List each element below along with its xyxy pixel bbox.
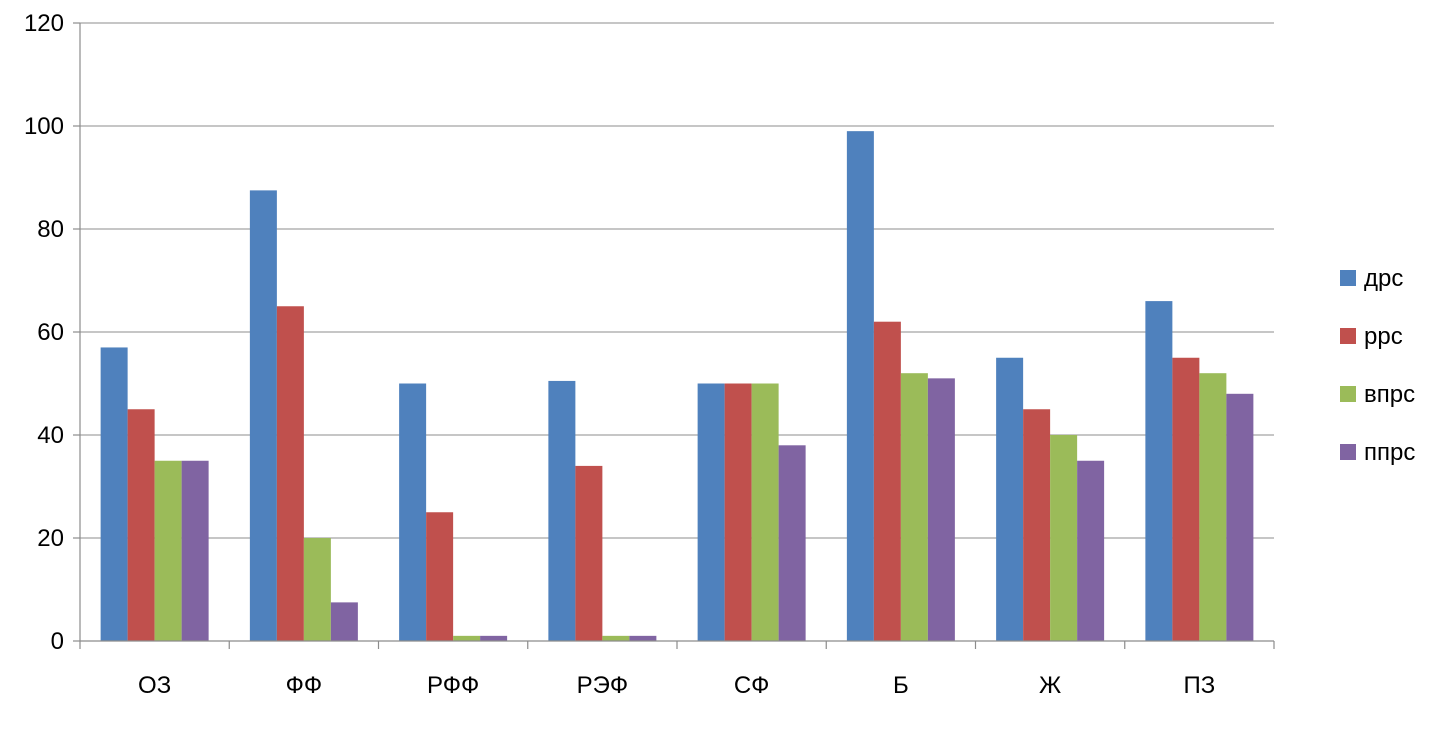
bar-впрс-Ж xyxy=(1050,435,1078,641)
legend-label: впрс xyxy=(1364,381,1415,408)
bar-ррс-РЭФ xyxy=(575,465,603,641)
legend-label: ппрс xyxy=(1364,439,1415,466)
y-tick-label: 60 xyxy=(37,319,64,346)
y-tick-label: 0 xyxy=(51,628,64,655)
x-tick-label: РФФ xyxy=(427,672,479,699)
bar-ррс-РФФ xyxy=(426,512,454,641)
x-tick-label: РЭФ xyxy=(577,672,629,699)
y-tick-label: 80 xyxy=(37,216,64,243)
bar-впрс-Б xyxy=(900,373,928,641)
bar-дрс-ПЗ xyxy=(1145,301,1173,641)
bar-дрс-ФФ xyxy=(249,190,277,641)
bar-дрс-ОЗ xyxy=(100,347,128,641)
bar-ррс-ПЗ xyxy=(1172,357,1200,641)
bar-ппрс-СФ xyxy=(778,445,806,641)
bar-дрс-РЭФ xyxy=(548,380,576,641)
bar-ррс-Ж xyxy=(1023,409,1051,641)
legend-label: дрс xyxy=(1364,265,1403,292)
bar-впрс-ФФ xyxy=(303,538,331,641)
x-tick-label: ОЗ xyxy=(138,672,171,699)
legend-swatch-дрс xyxy=(1340,270,1356,286)
legend-swatch-ррс xyxy=(1340,328,1356,344)
x-tick-label: Б xyxy=(893,672,909,699)
legend-swatch-ппрс xyxy=(1340,444,1356,460)
bar-ппрс-ПЗ xyxy=(1226,393,1254,641)
bar-ппрс-Б xyxy=(927,378,955,641)
bar-впрс-РЭФ xyxy=(602,635,630,641)
bar-ррс-ОЗ xyxy=(127,409,155,641)
y-tick-label: 120 xyxy=(24,10,64,37)
bar-ппрс-РФФ xyxy=(480,635,508,641)
x-tick-label: СФ xyxy=(734,672,770,699)
x-tick-label: ПЗ xyxy=(1184,672,1216,699)
y-tick-label: 40 xyxy=(37,422,64,449)
axes: 0 20 40 60 80 100 120 ОЗ ФФ РФФ РЭФ СФ Б Ж ПЗ xyxy=(24,10,1275,699)
bar-дрс-СФ xyxy=(697,383,725,641)
bar-дрс-Ж xyxy=(996,357,1024,641)
bar-ррс-Б xyxy=(873,321,901,641)
legend-swatch-впрс xyxy=(1340,386,1356,402)
bar-впрс-ОЗ xyxy=(154,460,182,641)
bar-впрс-РФФ xyxy=(453,635,481,641)
x-tick-label: Ж xyxy=(1039,672,1061,699)
bar-ппрс-ФФ xyxy=(330,602,358,641)
bar-ррс-СФ xyxy=(724,383,752,641)
y-tick-label: 100 xyxy=(24,113,64,140)
bar-ппрс-РЭФ xyxy=(629,635,657,641)
y-tick-label: 20 xyxy=(37,525,64,552)
bar-дрс-Б xyxy=(846,131,874,641)
bar-дрс-РФФ xyxy=(399,383,427,641)
x-tick-label: ФФ xyxy=(286,672,323,699)
bar-ппрс-Ж xyxy=(1077,460,1105,641)
bar-впрс-СФ xyxy=(751,383,779,641)
bar-впрс-ПЗ xyxy=(1199,373,1227,641)
bar-ппрс-ОЗ xyxy=(181,460,209,641)
legend: дрс ррс впрс ппрс xyxy=(1340,265,1415,466)
bars xyxy=(100,131,1254,641)
legend-label: ррс xyxy=(1364,323,1403,350)
bar-ррс-ФФ xyxy=(276,306,304,641)
